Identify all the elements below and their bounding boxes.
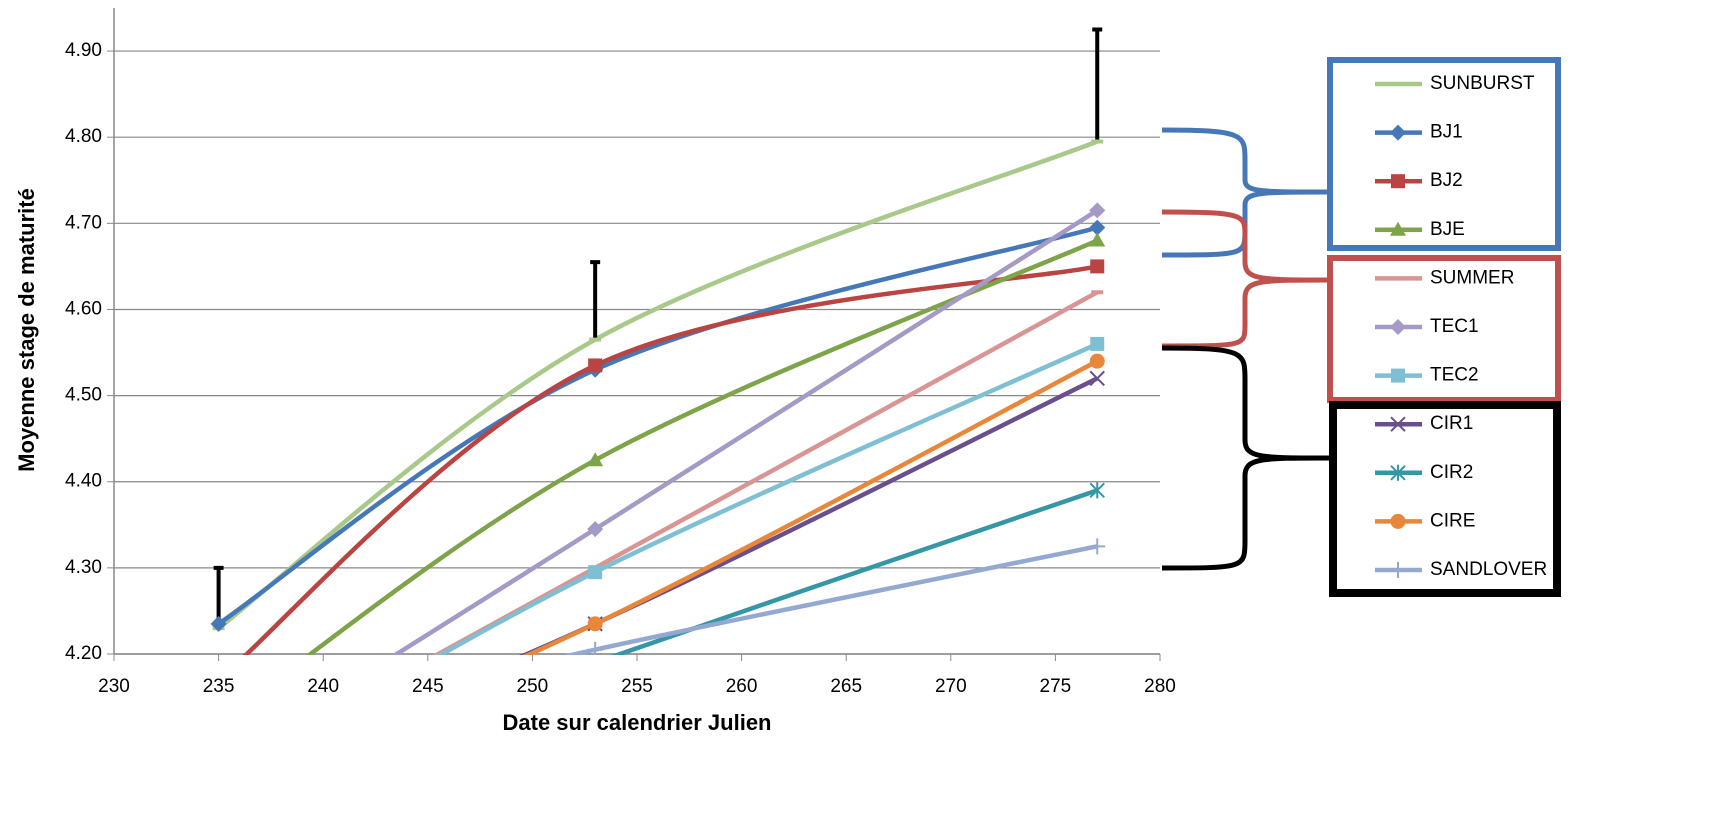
- y-tick-label: 4.30: [65, 557, 102, 578]
- brace: [1161, 209, 1331, 349]
- legend-label: CIRE: [1430, 510, 1475, 531]
- marker: [1390, 124, 1406, 141]
- y-tick-label: 4.70: [65, 212, 102, 233]
- marker: [212, 776, 226, 790]
- x-tick-label: 270: [935, 676, 967, 697]
- series-line: [431, 290, 1099, 655]
- marker: [588, 358, 603, 373]
- marker: [1390, 464, 1406, 481]
- marker: [1089, 538, 1106, 555]
- marker: [1390, 513, 1406, 529]
- legend-label: BJ2: [1430, 170, 1463, 191]
- x-tick-label: 245: [412, 676, 444, 697]
- series-line: [242, 264, 1098, 655]
- x-axis-title: Date sur calendrier Julien: [503, 710, 772, 735]
- series-line: [610, 488, 1098, 655]
- legend-label: TEC2: [1430, 365, 1479, 386]
- x-tick-label: 260: [726, 676, 758, 697]
- y-tick-label: 4.40: [65, 471, 102, 492]
- marker: [211, 732, 227, 748]
- marker: [587, 616, 603, 632]
- marker: [587, 641, 604, 655]
- legend-label: SUMMER: [1430, 267, 1514, 288]
- marker: [1089, 232, 1106, 247]
- series-line: [435, 341, 1099, 655]
- marker: [1390, 416, 1406, 432]
- x-tick-label: 255: [621, 676, 653, 697]
- marker: [211, 758, 227, 774]
- marker: [210, 615, 227, 632]
- marker: [212, 772, 226, 786]
- marker: [211, 776, 226, 791]
- group-brackets: [1161, 57, 1561, 597]
- legend-label: SUNBURST: [1430, 73, 1535, 94]
- group-box: [1329, 401, 1561, 597]
- series-line: [391, 208, 1099, 655]
- y-axis-title: Moyenne stage de maturité: [14, 188, 39, 472]
- marker: [588, 654, 602, 655]
- x-tick-label: 280: [1144, 676, 1176, 697]
- x-tick-label: 230: [98, 676, 130, 697]
- marker: [1090, 336, 1105, 351]
- x-tick-label: 240: [307, 676, 339, 697]
- error-bar: [590, 260, 601, 340]
- legend-label: CIR1: [1430, 413, 1473, 434]
- series-line: [522, 359, 1099, 655]
- marker: [587, 452, 604, 467]
- series-line: [561, 544, 1098, 655]
- marker: [1390, 319, 1406, 335]
- legend-label: CIR2: [1430, 462, 1473, 483]
- legend: SUNBURST BJ1 BJ2 BJE SUMMER TEC1 TEC2 CIR1 CIR2 C…: [1375, 73, 1547, 580]
- marker: [1089, 370, 1105, 387]
- brace: [1161, 345, 1331, 571]
- group-box: [1327, 57, 1561, 251]
- marker: [1090, 259, 1105, 274]
- marker: [1089, 219, 1106, 236]
- error-bar: [1092, 27, 1103, 142]
- y-tick-label: 4.50: [65, 385, 102, 406]
- y-tick-label: 4.90: [65, 40, 102, 61]
- grid: 4.20 4.30 4.40 4.50 4.60 4.70 4.80 4.90 230 235 24…: [65, 40, 1176, 697]
- marker: [1391, 368, 1405, 383]
- x-tick-label: 275: [1040, 676, 1072, 697]
- marker: [1390, 562, 1406, 578]
- y-tick-label: 4.80: [65, 126, 102, 147]
- x-tick-label: 235: [203, 676, 235, 697]
- legend-label: BJ1: [1430, 122, 1463, 143]
- legend-label: TEC1: [1430, 316, 1479, 337]
- marker: [1089, 482, 1105, 499]
- legend-label: SANDLOVER: [1430, 559, 1547, 580]
- x-tick-label: 250: [517, 676, 549, 697]
- x-tick-label: 265: [830, 676, 862, 697]
- marker: [1390, 221, 1406, 236]
- y-tick-label: 4.60: [65, 298, 102, 319]
- marker: [1089, 353, 1105, 369]
- marker: [588, 565, 603, 580]
- marker: [212, 792, 226, 808]
- marker: [587, 521, 604, 538]
- y-tick-label: 4.20: [65, 643, 102, 664]
- legend-label: BJE: [1430, 219, 1465, 240]
- plot-area: [210, 27, 1106, 808]
- group-box: [1327, 255, 1561, 403]
- marker: [1391, 174, 1405, 189]
- marker: [211, 715, 227, 729]
- marker: [1089, 202, 1106, 219]
